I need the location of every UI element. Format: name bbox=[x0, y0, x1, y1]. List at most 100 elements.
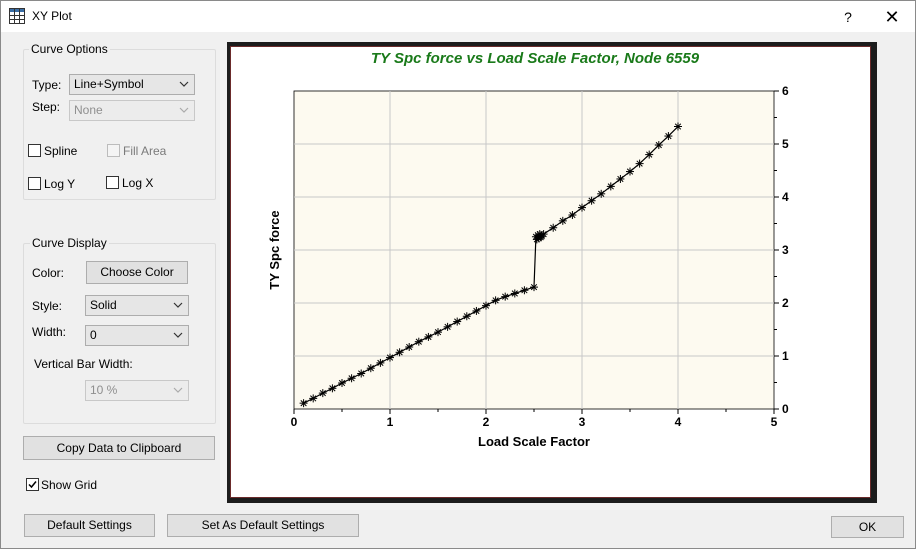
x-tick-label: 0 bbox=[291, 415, 298, 429]
show-grid-checkbox[interactable] bbox=[26, 478, 39, 491]
width-label: Width: bbox=[32, 325, 67, 339]
marker-stroke bbox=[578, 204, 586, 211]
marker-stroke bbox=[396, 349, 403, 356]
data-point-marker bbox=[578, 203, 586, 212]
curve-display-title: Curve Display bbox=[30, 236, 109, 250]
help-button[interactable]: ? bbox=[844, 9, 852, 25]
marker-stroke bbox=[598, 190, 605, 197]
data-point-marker bbox=[414, 337, 423, 346]
marker-stroke bbox=[588, 197, 595, 204]
data-point-marker bbox=[395, 348, 404, 357]
type-select[interactable]: Line+Symbol bbox=[69, 74, 195, 95]
chevron-down-icon bbox=[173, 387, 183, 393]
marker-stroke bbox=[310, 395, 317, 402]
chart-title: TY Spc force vs Load Scale Factor, Node … bbox=[371, 50, 700, 67]
marker-stroke bbox=[434, 328, 442, 336]
y-axis-label: TY Spc force bbox=[267, 210, 282, 289]
data-point-marker bbox=[328, 384, 337, 393]
marker-stroke bbox=[674, 123, 682, 130]
choose-color-label: Choose Color bbox=[100, 265, 174, 279]
fill-area-checkbox[interactable] bbox=[107, 144, 120, 157]
default-settings-label: Default Settings bbox=[47, 518, 132, 532]
width-select-value: 0 bbox=[90, 328, 97, 342]
y-tick-label: 3 bbox=[782, 243, 789, 257]
spline-checkbox[interactable] bbox=[28, 144, 41, 157]
marker-stroke bbox=[473, 307, 480, 315]
ok-label: OK bbox=[858, 520, 877, 534]
marker-stroke bbox=[406, 343, 413, 351]
data-point-marker bbox=[597, 189, 606, 198]
marker-stroke bbox=[521, 287, 528, 294]
style-select[interactable]: Solid bbox=[85, 295, 189, 316]
data-point-marker bbox=[462, 312, 471, 321]
data-point-marker bbox=[539, 230, 548, 239]
marker-stroke bbox=[569, 211, 576, 219]
marker-stroke bbox=[511, 290, 518, 297]
data-point-marker bbox=[357, 369, 366, 378]
marker-stroke bbox=[348, 375, 355, 382]
choose-color-button[interactable]: Choose Color bbox=[86, 261, 188, 284]
x-axis-label: Load Scale Factor bbox=[478, 434, 590, 449]
vertical-bar-width-label: Vertical Bar Width: bbox=[34, 357, 133, 371]
data-point-marker bbox=[376, 358, 385, 367]
data-point-marker bbox=[386, 353, 394, 362]
data-point-marker bbox=[654, 141, 663, 150]
series-layer bbox=[299, 122, 682, 408]
marker-stroke bbox=[617, 175, 624, 183]
copy-data-button[interactable]: Copy Data to Clipboard bbox=[23, 436, 215, 460]
x-tick-label: 2 bbox=[483, 415, 490, 429]
data-point-marker bbox=[664, 132, 673, 141]
marker-stroke bbox=[646, 151, 653, 158]
style-label: Style: bbox=[32, 299, 63, 313]
close-button[interactable]: ✕ bbox=[884, 7, 900, 27]
marker-stroke bbox=[492, 297, 499, 304]
data-point-marker bbox=[405, 342, 414, 351]
marker-stroke bbox=[319, 389, 326, 397]
set-as-default-button[interactable]: Set As Default Settings bbox=[167, 514, 359, 537]
type-select-value: Line+Symbol bbox=[74, 77, 144, 91]
ok-button[interactable]: OK bbox=[831, 516, 904, 538]
data-point-marker bbox=[443, 322, 452, 331]
width-select[interactable]: 0 bbox=[85, 325, 189, 346]
data-point-marker bbox=[520, 286, 529, 295]
curve-options-group bbox=[23, 49, 216, 200]
default-settings-button[interactable]: Default Settings bbox=[24, 514, 155, 537]
title-bar: XY Plot ? ✕ bbox=[1, 1, 915, 32]
set-as-default-label: Set As Default Settings bbox=[201, 518, 325, 532]
data-point-marker bbox=[606, 182, 615, 191]
data-point-marker bbox=[568, 211, 577, 220]
data-point-marker bbox=[424, 332, 433, 341]
log-x-checkbox[interactable] bbox=[106, 176, 119, 189]
log-y-label: Log Y bbox=[44, 177, 76, 191]
y-tick-label: 1 bbox=[782, 349, 789, 363]
data-point-marker bbox=[635, 159, 644, 168]
spline-label: Spline bbox=[44, 144, 78, 158]
y-tick-label: 0 bbox=[782, 402, 789, 416]
marker-stroke bbox=[607, 183, 614, 190]
show-grid-label: Show Grid bbox=[41, 478, 98, 492]
log-y-checkbox[interactable] bbox=[28, 177, 41, 190]
x-tick-label: 1 bbox=[387, 415, 394, 429]
log-x-label: Log X bbox=[122, 176, 154, 190]
step-select[interactable]: None bbox=[69, 100, 195, 121]
data-point-marker bbox=[501, 292, 510, 301]
data-point-marker bbox=[626, 167, 634, 176]
step-label: Step: bbox=[32, 100, 61, 114]
marker-stroke bbox=[530, 283, 538, 291]
marker-stroke bbox=[502, 293, 509, 300]
marker-stroke bbox=[358, 370, 365, 377]
data-point-marker bbox=[491, 296, 500, 305]
data-point-marker bbox=[453, 317, 462, 326]
marker-stroke bbox=[300, 400, 307, 407]
x-tick-label: 3 bbox=[579, 415, 586, 429]
marker-stroke bbox=[559, 217, 566, 225]
marker-stroke bbox=[550, 224, 557, 231]
y-tick-label: 4 bbox=[782, 190, 789, 204]
vertical-bar-width-select[interactable]: 10 % bbox=[85, 380, 189, 401]
step-select-value: None bbox=[74, 103, 103, 117]
data-point-marker bbox=[530, 283, 538, 292]
marker-stroke bbox=[454, 318, 461, 325]
y-tick-label: 6 bbox=[782, 84, 789, 98]
marker-stroke bbox=[338, 379, 346, 387]
